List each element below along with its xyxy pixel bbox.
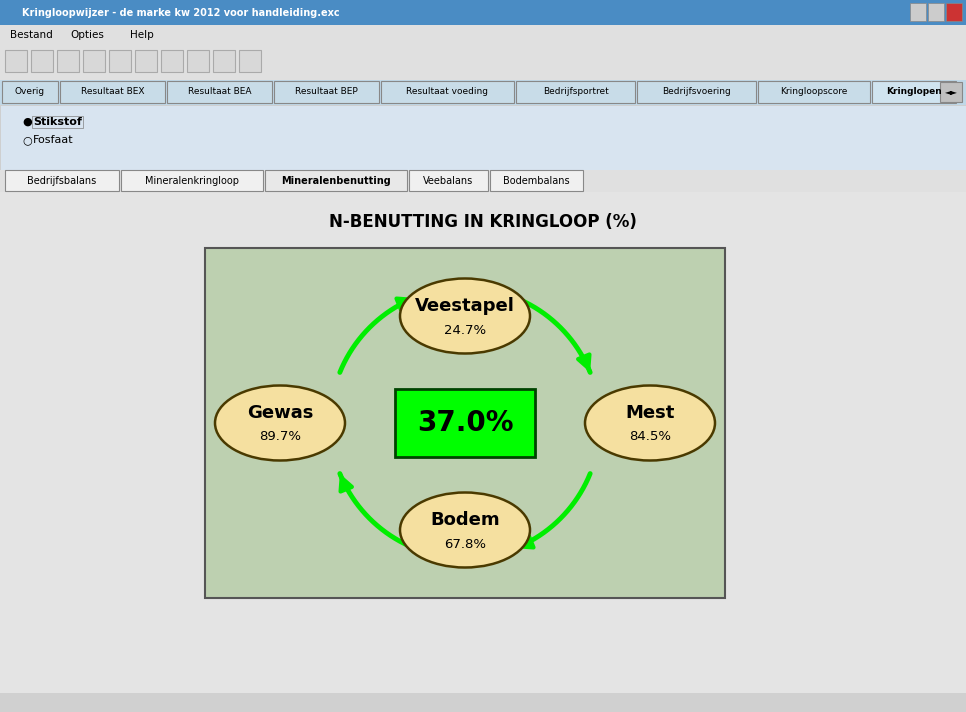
Text: Mineralenbenutting: Mineralenbenutting [281, 176, 391, 186]
Text: Bodem: Bodem [430, 511, 499, 529]
Text: N-BENUTTING IN KRINGLOOP (%): N-BENUTTING IN KRINGLOOP (%) [329, 213, 637, 231]
Text: 67.8%: 67.8% [444, 538, 486, 550]
Text: Mineralenkringloop: Mineralenkringloop [145, 176, 239, 186]
Bar [0, 25, 966, 45]
Text: Mest: Mest [625, 404, 674, 422]
Bar [928, 3, 944, 21]
Text: Kringloopscore: Kringloopscore [781, 88, 848, 97]
Bar [31, 50, 53, 72]
Text: ○: ○ [22, 135, 32, 145]
Bar [637, 81, 756, 103]
Ellipse shape [400, 493, 530, 567]
Bar [940, 82, 962, 102]
Bar [0, 170, 966, 192]
Bar [5, 50, 27, 72]
Ellipse shape [585, 385, 715, 461]
Text: 37.0%: 37.0% [416, 409, 513, 437]
Text: 24.7%: 24.7% [444, 323, 486, 337]
Bar [946, 3, 962, 21]
Text: ●: ● [22, 117, 32, 127]
Bar [135, 50, 157, 72]
Text: Bedrijfsbalans: Bedrijfsbalans [27, 176, 97, 186]
Bar [5, 170, 119, 191]
Bar [516, 81, 635, 103]
Text: ◄►: ◄► [945, 88, 957, 97]
Bar [121, 170, 263, 191]
Bar [239, 50, 261, 72]
Bar [167, 81, 272, 103]
Ellipse shape [400, 278, 530, 353]
Bar [213, 50, 235, 72]
Text: 84.5%: 84.5% [629, 431, 671, 444]
Text: Kringlopen: Kringlopen [886, 88, 942, 97]
Bar [0, 693, 966, 712]
Bar [205, 248, 725, 598]
Bar [381, 81, 514, 103]
Bar [910, 3, 926, 21]
Bar [758, 81, 870, 103]
Bar [83, 50, 105, 72]
Text: Resultaat BEA: Resultaat BEA [187, 88, 251, 97]
Bar [395, 389, 535, 457]
Bar [0, 45, 966, 80]
Text: 89.7%: 89.7% [259, 431, 301, 444]
Bar [187, 50, 209, 72]
Text: Gewas: Gewas [246, 404, 313, 422]
Bar [265, 170, 407, 191]
Ellipse shape [215, 385, 345, 461]
Text: Veestapel: Veestapel [415, 297, 515, 315]
Text: Kringloopwijzer - de marke kw 2012 voor handleiding.exc: Kringloopwijzer - de marke kw 2012 voor … [22, 8, 340, 18]
Text: Opties: Opties [70, 30, 104, 40]
Text: Stikstof: Stikstof [33, 117, 82, 127]
Bar [0, 80, 966, 105]
Text: Bedrijfsportret: Bedrijfsportret [543, 88, 609, 97]
Bar [2, 81, 58, 103]
Bar [0, 105, 966, 170]
Text: Bodembalans: Bodembalans [503, 176, 570, 186]
Text: Overig: Overig [14, 88, 45, 97]
Text: Help: Help [130, 30, 154, 40]
Bar [109, 50, 131, 72]
Bar [872, 81, 956, 103]
Text: Bestand: Bestand [10, 30, 53, 40]
Text: Veebalans: Veebalans [423, 176, 473, 186]
Text: Fosfaat: Fosfaat [33, 135, 73, 145]
Text: Bedrijfsvoering: Bedrijfsvoering [662, 88, 731, 97]
Text: Resultaat BEP: Resultaat BEP [296, 88, 357, 97]
Bar [490, 170, 583, 191]
Bar [161, 50, 183, 72]
Bar [409, 170, 488, 191]
Bar [0, 192, 966, 712]
Text: Resultaat voeding: Resultaat voeding [407, 88, 489, 97]
Bar [0, 0, 966, 25]
Bar [60, 81, 165, 103]
Text: Resultaat BEX: Resultaat BEX [81, 88, 144, 97]
Bar [57, 50, 79, 72]
Bar [274, 81, 379, 103]
